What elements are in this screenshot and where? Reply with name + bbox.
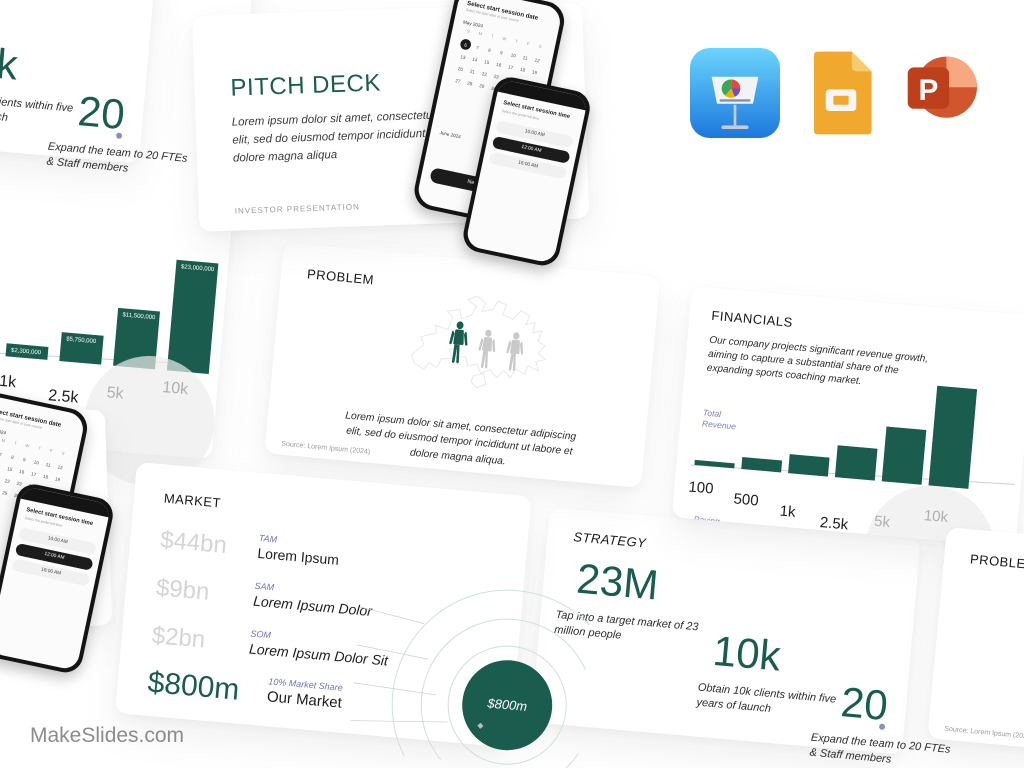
svg-text:15: 15 bbox=[7, 466, 13, 472]
svg-text:P: P bbox=[918, 74, 938, 107]
svg-text:17: 17 bbox=[31, 471, 37, 477]
svg-text:14: 14 bbox=[0, 464, 1, 470]
svg-text:S: S bbox=[61, 451, 65, 457]
svg-text:18: 18 bbox=[520, 67, 526, 73]
svg-text:M: M bbox=[478, 31, 483, 37]
svg-text:18: 18 bbox=[43, 474, 49, 480]
svg-text:9: 9 bbox=[500, 50, 504, 56]
svg-text:22: 22 bbox=[481, 71, 487, 77]
svg-text:23: 23 bbox=[16, 481, 22, 487]
svg-text:7: 7 bbox=[476, 45, 480, 51]
svg-text:W: W bbox=[25, 443, 30, 449]
svg-text:M: M bbox=[1, 438, 6, 444]
svg-text:20: 20 bbox=[457, 66, 463, 72]
svg-text:29: 29 bbox=[2, 490, 8, 496]
svg-text:9: 9 bbox=[23, 457, 27, 463]
svg-text:S: S bbox=[467, 28, 471, 34]
svg-text:15: 15 bbox=[484, 59, 490, 65]
svg-text:10: 10 bbox=[510, 52, 516, 58]
svg-text:17: 17 bbox=[508, 64, 514, 70]
svg-text:12: 12 bbox=[57, 464, 63, 470]
svg-text:T: T bbox=[491, 33, 495, 39]
svg-text:16: 16 bbox=[496, 62, 502, 68]
svg-text:8: 8 bbox=[488, 48, 492, 54]
svg-text:28: 28 bbox=[467, 81, 473, 87]
svg-text:11: 11 bbox=[522, 55, 528, 61]
svg-text:22: 22 bbox=[4, 478, 10, 484]
svg-text:19: 19 bbox=[55, 476, 61, 482]
svg-text:21: 21 bbox=[469, 69, 475, 75]
svg-text:F: F bbox=[49, 448, 53, 454]
svg-text:7: 7 bbox=[0, 452, 3, 458]
svg-text:11: 11 bbox=[45, 462, 51, 468]
svg-text:F: F bbox=[526, 41, 530, 47]
svg-text:T: T bbox=[38, 445, 42, 451]
svg-text:10: 10 bbox=[33, 459, 39, 465]
svg-text:T: T bbox=[515, 38, 519, 44]
svg-text:23: 23 bbox=[493, 74, 499, 80]
svg-text:16: 16 bbox=[19, 469, 25, 475]
svg-text:29: 29 bbox=[479, 83, 485, 89]
svg-text:27: 27 bbox=[455, 78, 461, 84]
svg-text:19: 19 bbox=[532, 69, 538, 75]
svg-text:W: W bbox=[502, 36, 507, 42]
svg-text:12: 12 bbox=[534, 57, 540, 63]
svg-text:14: 14 bbox=[472, 57, 478, 63]
svg-text:13: 13 bbox=[460, 54, 466, 60]
svg-text:S: S bbox=[538, 44, 542, 50]
svg-text:8: 8 bbox=[11, 455, 15, 461]
svg-text:T: T bbox=[14, 440, 18, 446]
